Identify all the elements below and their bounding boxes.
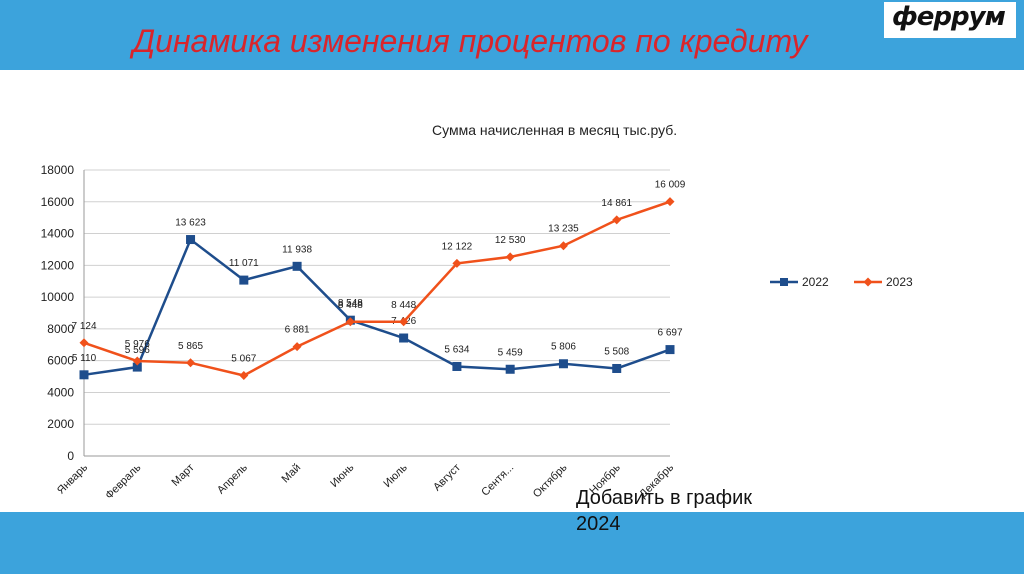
logo-text: феррум [892, 2, 1006, 32]
y-tick-label: 18000 [41, 163, 75, 177]
data-point-2023 [612, 215, 622, 225]
x-tick-label: Август [431, 462, 463, 494]
data-point-2022 [612, 363, 622, 373]
data-point-2023 [558, 241, 568, 251]
data-label-2022: 11 938 [282, 244, 312, 255]
data-label-2023: 12 530 [495, 235, 526, 246]
data-point-2023 [505, 252, 515, 262]
data-label-2023: 8 448 [391, 300, 416, 311]
x-tick-label: Июнь [328, 461, 356, 489]
top-bar [0, 0, 1024, 70]
x-tick-label: Январь [55, 461, 90, 496]
data-label-2023: 5 865 [178, 341, 203, 352]
data-label-2023: 16 009 [655, 180, 686, 191]
x-tick-label: Май [279, 462, 303, 486]
data-point-2022 [292, 261, 302, 271]
data-point-2022 [79, 370, 89, 380]
data-label-2023: 5 067 [231, 353, 256, 364]
y-tick-label: 2000 [47, 417, 74, 431]
data-point-2022 [186, 235, 196, 245]
series-line-2022 [83, 237, 671, 377]
data-point-2023 [452, 258, 462, 268]
legend-label-2023: 2023 [886, 275, 913, 289]
data-label-2022: 5 459 [498, 347, 523, 358]
data-point-2023 [79, 338, 89, 348]
data-label-2022: 5 110 [72, 353, 97, 364]
y-tick-label: 6000 [47, 354, 74, 368]
data-point-2022 [132, 362, 142, 372]
y-tick-label: 12000 [41, 258, 75, 272]
data-point-2022 [505, 364, 515, 374]
data-point-2023 [186, 358, 196, 368]
data-point-2022 [399, 333, 409, 343]
logo [884, 2, 1016, 38]
data-point-2022 [558, 359, 568, 369]
y-tick-label: 16000 [41, 195, 75, 209]
legend-marker-2022 [780, 278, 788, 286]
data-point-2023 [399, 317, 409, 327]
series-line-2023 [83, 200, 671, 377]
y-tick-label: 8000 [47, 322, 74, 336]
y-tick-label: 14000 [41, 227, 75, 241]
legend-marker-2023 [863, 277, 873, 287]
data-label-2023: 14 861 [601, 198, 632, 209]
data-label-2022: 5 806 [551, 342, 576, 353]
footnote-line-2: 2024 [576, 513, 621, 535]
x-tick-label: Июль [381, 461, 410, 490]
x-tick-label: Апрель [215, 461, 250, 496]
y-tick-label: 4000 [47, 385, 74, 399]
y-tick-label: 10000 [41, 290, 75, 304]
y-tick-label: 0 [67, 449, 74, 463]
data-label-2023: 8 448 [338, 300, 363, 311]
data-point-2022 [452, 361, 462, 371]
data-label-2022: 8 548 [338, 298, 363, 309]
data-point-2023 [132, 356, 142, 366]
x-tick-label: Сентя... [479, 462, 516, 499]
data-point-2022 [665, 345, 675, 355]
footnote: Добавить в график 2024 [576, 485, 752, 537]
data-point-2022 [239, 275, 249, 285]
data-label-2022: 6 697 [657, 328, 682, 339]
data-point-2023 [239, 370, 249, 380]
data-point-2023 [292, 342, 302, 352]
x-tick-label: Март [170, 462, 197, 489]
data-label-2023: 12 122 [442, 241, 473, 252]
slide-title: Динамика изменения процентов по кредиту [132, 23, 808, 59]
data-label-2022: 13 623 [175, 218, 206, 229]
footnote-line-1: Добавить в график [576, 487, 753, 509]
data-label-2023: 5 976 [125, 339, 150, 350]
data-label-2023: 7 124 [71, 321, 96, 332]
chart-title: Сумма начисленная в месяц тыс.руб. [432, 122, 678, 138]
x-tick-label: Февраль [103, 461, 143, 501]
data-label-2022: 5 508 [604, 346, 629, 357]
data-label-2022: 5 634 [444, 344, 469, 355]
data-label-2022: 5 596 [125, 345, 150, 356]
data-label-2023: 13 235 [548, 224, 579, 235]
data-point-2023 [345, 317, 355, 327]
data-label-2023: 6 881 [285, 325, 310, 336]
legend-label-2022: 2022 [802, 275, 829, 289]
bottom-bar [0, 512, 1024, 574]
x-tick-label: Октябрь [531, 461, 570, 500]
data-label-2022: 11 071 [229, 258, 259, 269]
data-point-2023 [665, 197, 675, 207]
